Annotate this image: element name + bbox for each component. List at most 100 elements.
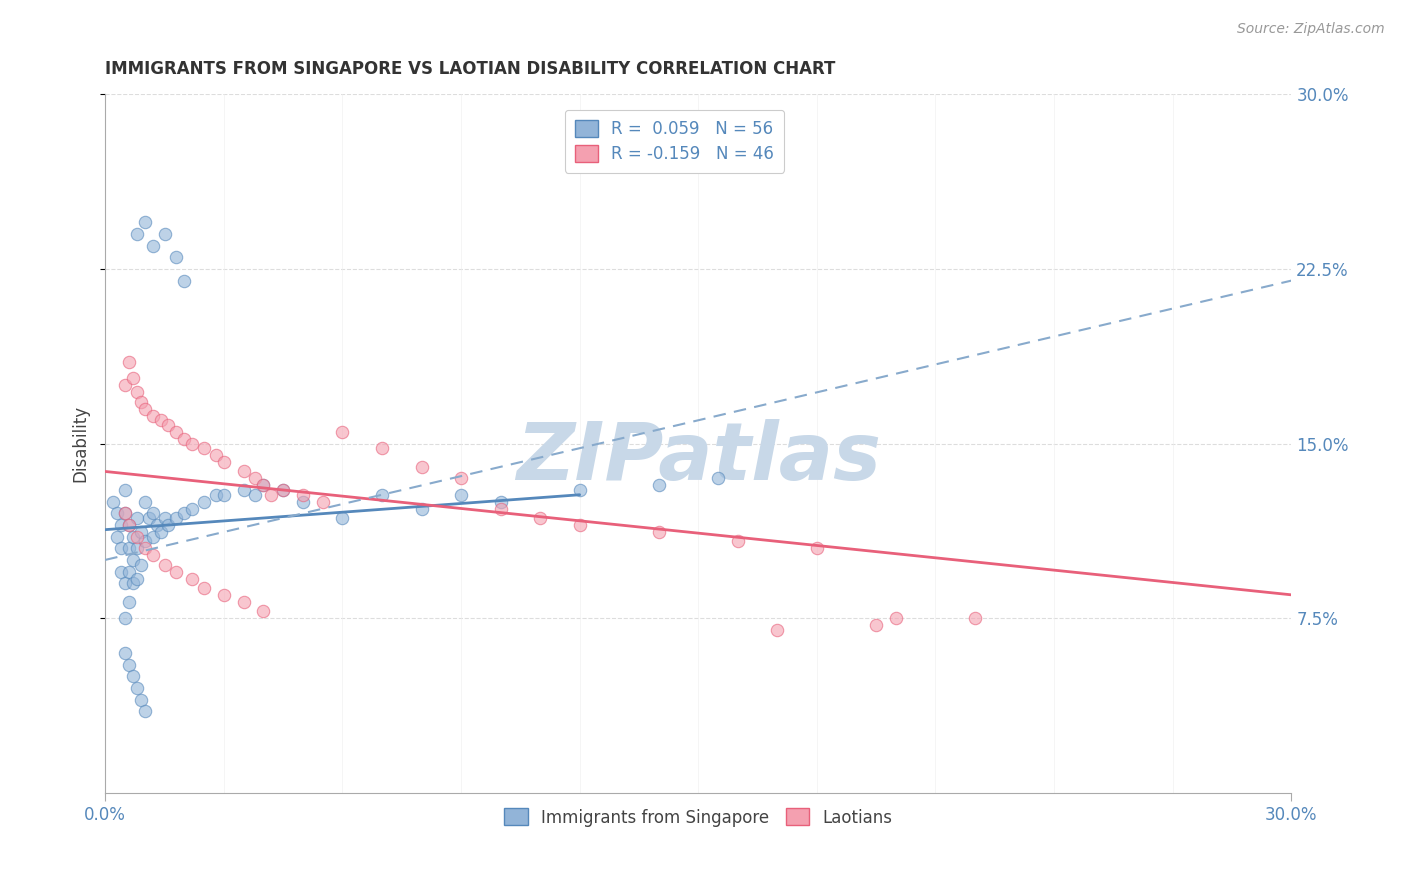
Point: [252, 604, 274, 618]
Point: [173, 432, 195, 446]
Legend: Immigrants from Singapore, Laotians: Immigrants from Singapore, Laotians: [498, 802, 898, 833]
Point: [138, 511, 160, 525]
Point: [529, 511, 551, 525]
Point: [311, 494, 333, 508]
Point: [727, 534, 749, 549]
Point: [114, 483, 136, 497]
Point: [568, 483, 591, 497]
Point: [153, 511, 176, 525]
Point: [193, 494, 215, 508]
Point: [142, 238, 165, 252]
Text: Source: ZipAtlas.com: Source: ZipAtlas.com: [1237, 22, 1385, 37]
Point: [153, 227, 176, 241]
Point: [110, 541, 132, 556]
Point: [489, 501, 512, 516]
Point: [245, 488, 267, 502]
Point: [122, 553, 145, 567]
Point: [105, 507, 128, 521]
Point: [118, 355, 141, 369]
Point: [648, 524, 671, 539]
Point: [122, 669, 145, 683]
Point: [142, 530, 165, 544]
Point: [332, 511, 354, 525]
Point: [212, 488, 235, 502]
Point: [205, 488, 228, 502]
Text: IMMIGRANTS FROM SINGAPORE VS LAOTIAN DISABILITY CORRELATION CHART: IMMIGRANTS FROM SINGAPORE VS LAOTIAN DIS…: [105, 60, 835, 78]
Point: [129, 394, 152, 409]
Point: [149, 413, 172, 427]
Point: [110, 518, 132, 533]
Point: [568, 518, 591, 533]
Point: [105, 530, 128, 544]
Point: [122, 576, 145, 591]
Point: [648, 478, 671, 492]
Point: [134, 215, 156, 229]
Point: [125, 572, 148, 586]
Point: [118, 595, 141, 609]
Point: [118, 565, 141, 579]
Point: [153, 558, 176, 572]
Point: [118, 518, 141, 533]
Point: [129, 524, 152, 539]
Point: [142, 409, 165, 423]
Point: [411, 501, 433, 516]
Point: [114, 507, 136, 521]
Point: [232, 465, 254, 479]
Point: [114, 576, 136, 591]
Point: [489, 494, 512, 508]
Point: [122, 530, 145, 544]
Point: [134, 534, 156, 549]
Point: [411, 459, 433, 474]
Point: [165, 511, 187, 525]
Point: [145, 518, 167, 533]
Point: [114, 507, 136, 521]
Y-axis label: Disability: Disability: [72, 405, 89, 482]
Point: [181, 572, 204, 586]
Point: [260, 488, 283, 502]
Point: [101, 494, 124, 508]
Point: [181, 501, 204, 516]
Point: [371, 441, 394, 455]
Point: [134, 704, 156, 718]
Point: [865, 618, 887, 632]
Point: [114, 611, 136, 625]
Point: [271, 483, 294, 497]
Point: [252, 478, 274, 492]
Point: [193, 441, 215, 455]
Point: [134, 494, 156, 508]
Point: [291, 494, 314, 508]
Point: [110, 565, 132, 579]
Point: [129, 558, 152, 572]
Point: [291, 488, 314, 502]
Point: [125, 541, 148, 556]
Point: [212, 455, 235, 469]
Point: [806, 541, 828, 556]
Point: [766, 623, 789, 637]
Point: [118, 518, 141, 533]
Text: ZIPatlas: ZIPatlas: [516, 418, 880, 497]
Point: [173, 507, 195, 521]
Point: [173, 274, 195, 288]
Point: [125, 385, 148, 400]
Point: [450, 488, 472, 502]
Point: [245, 471, 267, 485]
Point: [232, 483, 254, 497]
Point: [125, 227, 148, 241]
Point: [884, 611, 907, 625]
Point: [125, 511, 148, 525]
Point: [963, 611, 986, 625]
Point: [114, 378, 136, 392]
Point: [165, 251, 187, 265]
Point: [205, 448, 228, 462]
Point: [125, 681, 148, 695]
Point: [118, 657, 141, 672]
Point: [212, 588, 235, 602]
Point: [193, 581, 215, 595]
Point: [252, 478, 274, 492]
Point: [165, 425, 187, 439]
Point: [142, 548, 165, 562]
Point: [157, 518, 180, 533]
Point: [707, 471, 730, 485]
Point: [118, 541, 141, 556]
Point: [181, 436, 204, 450]
